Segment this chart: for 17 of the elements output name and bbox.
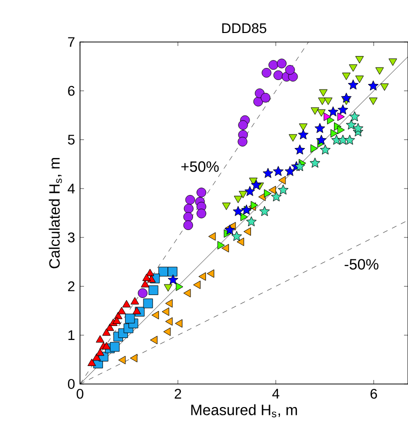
x-tick-label: 0 xyxy=(76,388,84,399)
y-axis-title: Calculated H$_{s}$, m xyxy=(48,158,62,268)
y-tick-label: 4 xyxy=(68,184,75,194)
y-tick-label: 3 xyxy=(68,232,75,242)
y-tick-label: 7 xyxy=(68,37,74,47)
y-tick-label: 6 xyxy=(68,86,75,96)
y-tick-label: 1 xyxy=(68,330,74,340)
y-tick-label: 2 xyxy=(68,281,74,292)
y-tick-label: 0 xyxy=(68,379,75,389)
annotation: +50% xyxy=(181,161,219,172)
x-tick-label: 2 xyxy=(174,388,182,399)
x-axis-title: Measured H$_{s}$, m xyxy=(191,404,297,418)
chart-title: DDD85 xyxy=(222,23,266,34)
y-tick-label: 5 xyxy=(68,134,75,145)
x-tick-label: 6 xyxy=(370,388,377,399)
x-tick-label: 4 xyxy=(272,388,280,398)
annotation: -50% xyxy=(344,259,378,270)
